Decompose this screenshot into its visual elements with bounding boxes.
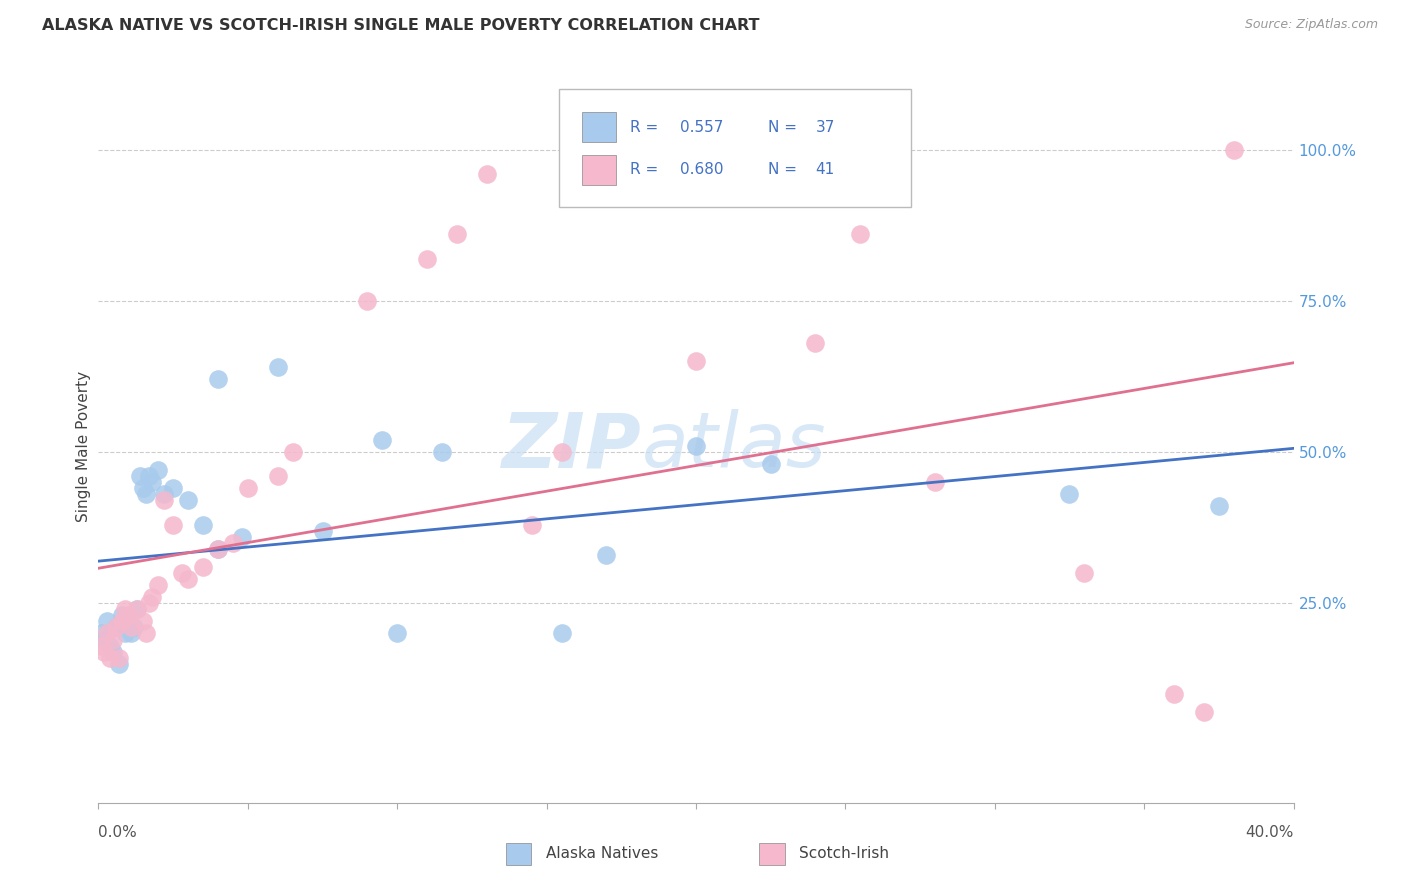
Point <box>90 626 112 640</box>
Point <box>96 615 118 629</box>
Text: Scotch-Irish: Scotch-Irish <box>799 847 889 861</box>
Point <box>135 487 157 501</box>
Point <box>430 445 453 459</box>
Point <box>207 372 229 386</box>
Point <box>520 517 543 532</box>
Point <box>141 475 163 490</box>
Point <box>93 645 115 659</box>
Text: 0.0%: 0.0% <box>98 825 138 840</box>
Text: atlas: atlas <box>643 409 827 483</box>
Point <box>231 530 253 544</box>
Text: R =: R = <box>630 120 664 135</box>
Point <box>103 645 125 659</box>
Text: ALASKA NATIVE VS SCOTCH-IRISH SINGLE MALE POVERTY CORRELATION CHART: ALASKA NATIVE VS SCOTCH-IRISH SINGLE MAL… <box>42 18 759 33</box>
Point <box>132 615 155 629</box>
Point <box>1223 143 1246 157</box>
Point <box>804 336 827 351</box>
Point <box>1073 566 1095 580</box>
Point <box>356 293 378 308</box>
Text: 0.680: 0.680 <box>681 162 724 178</box>
Text: Alaska Natives: Alaska Natives <box>546 847 658 861</box>
Point <box>138 596 160 610</box>
Point <box>849 227 872 242</box>
Point <box>127 602 149 616</box>
Point <box>685 439 707 453</box>
Point <box>207 541 229 556</box>
Point <box>114 626 136 640</box>
Text: N =: N = <box>768 162 801 178</box>
Point <box>111 615 134 629</box>
Point <box>148 463 170 477</box>
Point <box>108 650 131 665</box>
Point <box>129 469 152 483</box>
Point <box>1059 487 1081 501</box>
Bar <box>582 155 616 185</box>
Point <box>222 535 245 549</box>
Point <box>108 657 131 671</box>
Point <box>153 493 176 508</box>
Bar <box>582 112 616 142</box>
Point <box>924 475 946 490</box>
Point <box>236 481 259 495</box>
Point <box>117 615 139 629</box>
Point <box>416 252 439 266</box>
Point <box>90 639 112 653</box>
Point <box>177 572 200 586</box>
Point <box>550 626 572 640</box>
Text: 41: 41 <box>815 162 835 178</box>
Y-axis label: Single Male Poverty: Single Male Poverty <box>76 370 91 522</box>
Point <box>105 620 128 634</box>
Point <box>281 445 304 459</box>
Point <box>475 167 498 181</box>
Point <box>1208 500 1230 514</box>
Point <box>103 632 125 647</box>
Text: 37: 37 <box>815 120 835 135</box>
Point <box>96 626 118 640</box>
Point <box>141 590 163 604</box>
Point <box>311 524 333 538</box>
Point <box>138 469 160 483</box>
Point <box>267 360 290 375</box>
Point <box>550 445 572 459</box>
Point <box>114 602 136 616</box>
Text: ZIP: ZIP <box>502 409 643 483</box>
Point <box>153 487 176 501</box>
Point <box>132 481 155 495</box>
Text: 40.0%: 40.0% <box>1246 825 1294 840</box>
Point <box>446 227 468 242</box>
Point <box>100 650 122 665</box>
Point <box>111 608 134 623</box>
Point <box>385 626 409 640</box>
Text: N =: N = <box>768 120 801 135</box>
Point <box>1163 687 1185 701</box>
Text: R =: R = <box>630 162 664 178</box>
Point <box>120 620 142 634</box>
Text: Source: ZipAtlas.com: Source: ZipAtlas.com <box>1244 18 1378 31</box>
Point <box>135 626 157 640</box>
Point <box>685 354 707 368</box>
Point <box>120 626 142 640</box>
Point <box>100 639 122 653</box>
Point <box>191 560 214 574</box>
Point <box>177 493 200 508</box>
Point <box>1192 705 1215 719</box>
Point <box>117 608 139 623</box>
Point <box>105 620 128 634</box>
Point <box>172 566 194 580</box>
Point <box>148 578 170 592</box>
Point <box>162 517 184 532</box>
Point <box>267 469 290 483</box>
Text: 0.557: 0.557 <box>681 120 724 135</box>
Point <box>595 548 617 562</box>
Point <box>207 541 229 556</box>
FancyBboxPatch shape <box>558 89 911 207</box>
Point <box>371 433 394 447</box>
Point <box>93 632 115 647</box>
Point <box>759 457 782 471</box>
Point <box>191 517 214 532</box>
Point <box>124 620 146 634</box>
Point <box>127 602 149 616</box>
Point <box>162 481 184 495</box>
